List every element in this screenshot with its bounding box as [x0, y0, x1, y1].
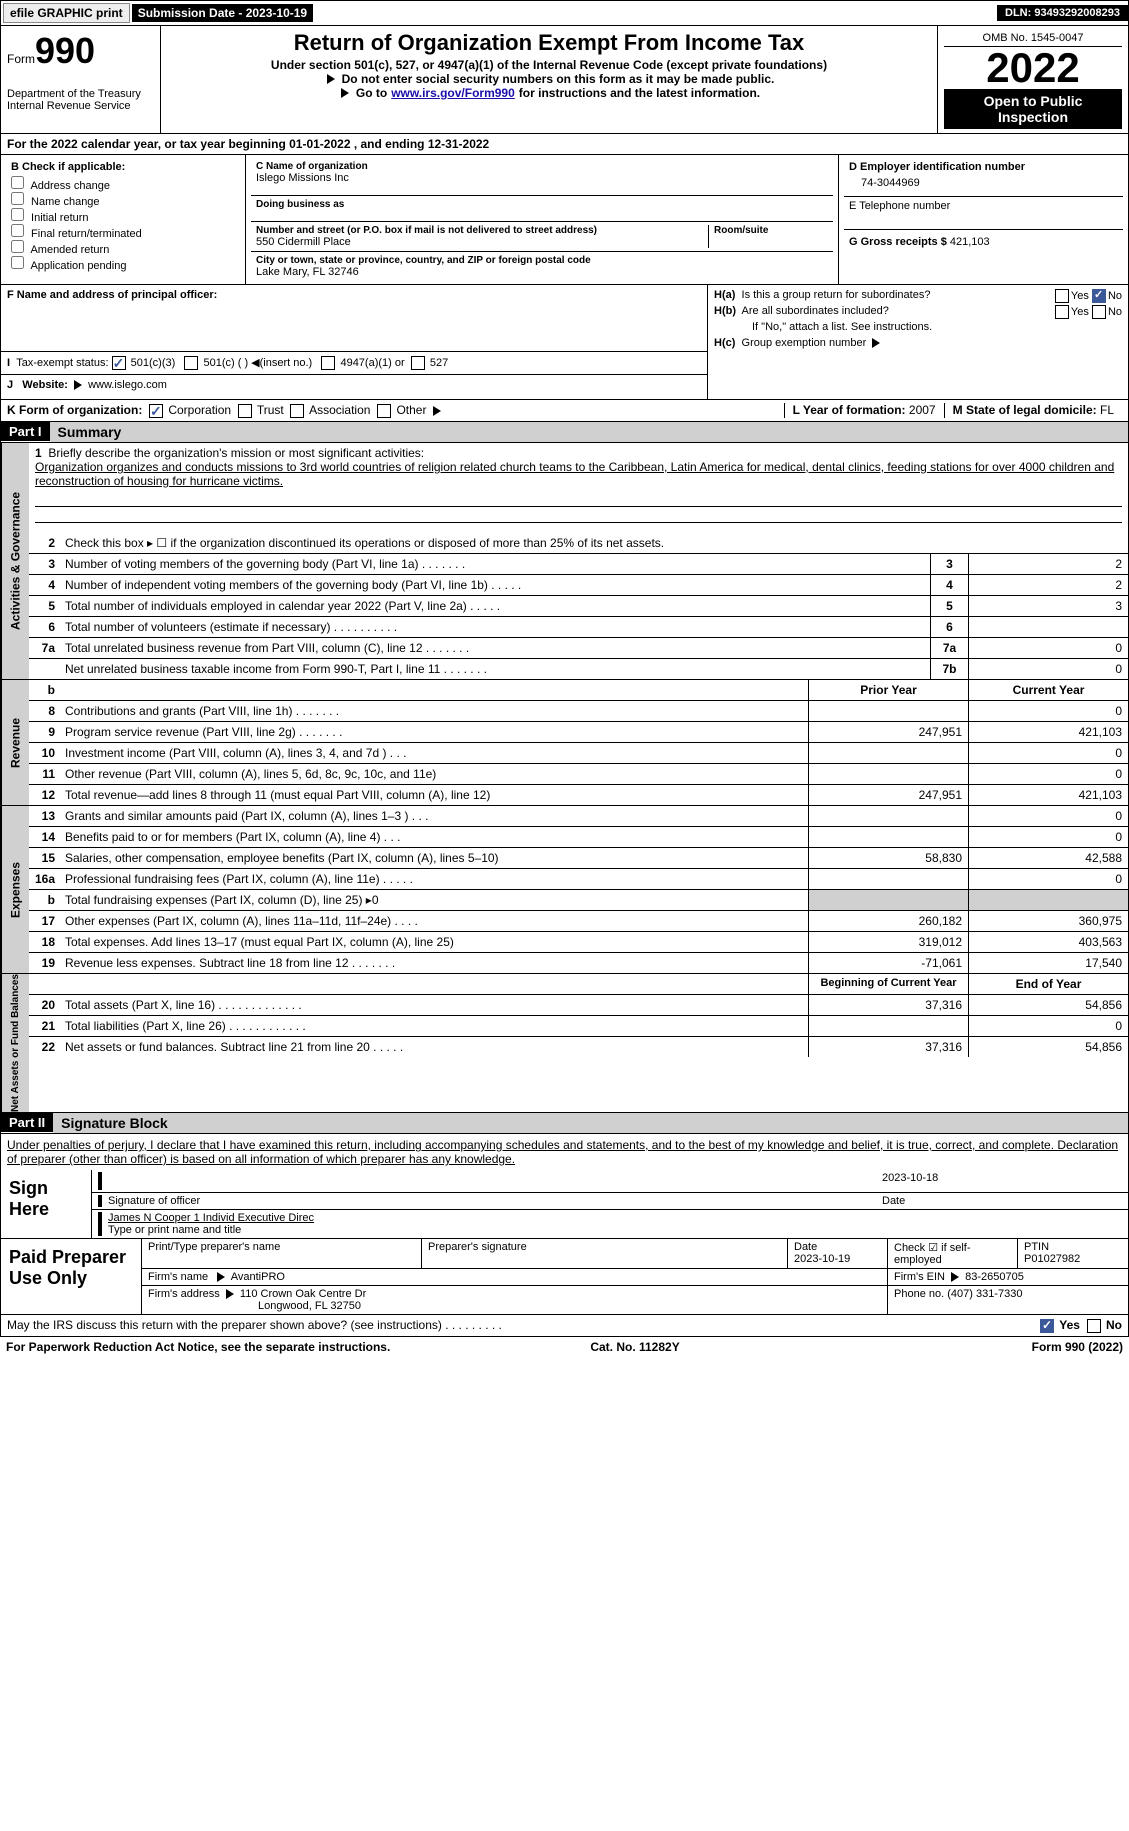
summary-line: 4Number of independent voting members of…: [29, 575, 1128, 596]
firm-ein: 83-2650705: [965, 1271, 1024, 1283]
irs-label: Internal Revenue Service: [7, 100, 154, 112]
website: www.islego.com: [88, 379, 167, 391]
tax-year: 2022: [944, 47, 1122, 89]
org-address: 550 Cidermill Place: [256, 236, 708, 248]
form-header: Form990 Department of the Treasury Inter…: [0, 26, 1129, 134]
netassets-line: 22Net assets or fund balances. Subtract …: [29, 1037, 1128, 1057]
part2-header: Part II Signature Block: [0, 1113, 1129, 1134]
summary-line: 3Number of voting members of the governi…: [29, 554, 1128, 575]
expenses-section: Expenses 13Grants and similar amounts pa…: [0, 806, 1129, 974]
checkbox-501c3[interactable]: [112, 356, 126, 370]
activities-governance: Activities & Governance 1 Briefly descri…: [0, 443, 1129, 680]
checkbox-option[interactable]: Final return/terminated: [11, 224, 235, 240]
revenue-line: 8Contributions and grants (Part VIII, li…: [29, 701, 1128, 722]
netassets-section: Net Assets or Fund Balances Beginning of…: [0, 974, 1129, 1113]
line-a: For the 2022 calendar year, or tax year …: [0, 134, 1129, 155]
checkbox-option[interactable]: Amended return: [11, 240, 235, 256]
hb-no[interactable]: [1092, 305, 1106, 319]
dln: DLN: 93493292008293: [997, 5, 1128, 21]
expense-line: 16aProfessional fundraising fees (Part I…: [29, 869, 1128, 890]
dept-treasury: Department of the Treasury: [7, 88, 154, 100]
k-corp[interactable]: [149, 404, 163, 418]
org-city: Lake Mary, FL 32746: [256, 266, 828, 278]
summary-line: 2Check this box ▸ ☐ if the organization …: [29, 533, 1128, 554]
netassets-line: 20Total assets (Part X, line 16) . . . .…: [29, 995, 1128, 1016]
revenue-line: 11Other revenue (Part VIII, column (A), …: [29, 764, 1128, 785]
revenue-section: Revenue b Prior Year Current Year 8Contr…: [0, 680, 1129, 806]
firm-phone: (407) 331-7330: [947, 1288, 1022, 1300]
officer-name: James N Cooper 1 Individ Executive Direc: [108, 1212, 1122, 1224]
line-i: I Tax-exempt status: 501(c)(3) 501(c) ( …: [1, 351, 707, 374]
revenue-line: 12Total revenue—add lines 8 through 11 (…: [29, 785, 1128, 805]
part1-header: Part I Summary: [0, 422, 1129, 443]
summary-line: Net unrelated business taxable income fr…: [29, 659, 1128, 679]
top-bar: efile GRAPHIC print Submission Date - 20…: [0, 0, 1129, 26]
checkbox-option[interactable]: Address change: [11, 176, 235, 192]
revenue-line: 9Program service revenue (Part VIII, lin…: [29, 722, 1128, 743]
footer: For Paperwork Reduction Act Notice, see …: [0, 1337, 1129, 1357]
gross-receipts: 421,103: [950, 236, 990, 248]
submission-date: Submission Date - 2023-10-19: [132, 4, 313, 22]
privacy-note: Do not enter social security numbers on …: [342, 72, 775, 86]
box-d: D Employer identification number74-30449…: [838, 155, 1128, 284]
k-assoc[interactable]: [290, 404, 304, 418]
org-name: Islego Missions Inc: [256, 172, 828, 184]
prep-date: 2023-10-19: [794, 1253, 850, 1265]
ha-no[interactable]: [1092, 289, 1106, 303]
checkbox-501c[interactable]: [184, 356, 198, 370]
expense-line: bTotal fundraising expenses (Part IX, co…: [29, 890, 1128, 911]
signature-block: Under penalties of perjury, I declare th…: [0, 1134, 1129, 1315]
netassets-line: 21Total liabilities (Part X, line 26) . …: [29, 1016, 1128, 1037]
form-subtitle: Under section 501(c), 527, or 4947(a)(1)…: [165, 58, 933, 72]
checkbox-option[interactable]: Initial return: [11, 208, 235, 224]
ein: 74-3044969: [849, 173, 1118, 193]
expense-line: 19Revenue less expenses. Subtract line 1…: [29, 953, 1128, 973]
form990-link[interactable]: www.irs.gov/Form990: [391, 86, 515, 100]
may-yes[interactable]: [1040, 1319, 1054, 1333]
expense-line: 18Total expenses. Add lines 13–17 (must …: [29, 932, 1128, 953]
sig-date: 2023-10-18: [882, 1172, 1122, 1190]
line-k: K Form of organization: Corporation Trus…: [0, 400, 1129, 422]
checkbox-527[interactable]: [411, 356, 425, 370]
line-j: J Website: www.islego.com: [1, 374, 707, 395]
hb-yes[interactable]: [1055, 305, 1069, 319]
expense-line: 13Grants and similar amounts paid (Part …: [29, 806, 1128, 827]
k-trust[interactable]: [238, 404, 252, 418]
public-inspection: Open to Public Inspection: [944, 89, 1122, 129]
expense-line: 15Salaries, other compensation, employee…: [29, 848, 1128, 869]
year-formation: 2007: [909, 403, 936, 417]
firm-name: AvantiPRO: [231, 1271, 285, 1283]
arrow-icon: [327, 74, 335, 84]
summary-line: 6Total number of volunteers (estimate if…: [29, 617, 1128, 638]
expense-line: 17Other expenses (Part IX, column (A), l…: [29, 911, 1128, 932]
summary-line: 7aTotal unrelated business revenue from …: [29, 638, 1128, 659]
mission-text: Organization organizes and conducts miss…: [35, 460, 1114, 488]
box-c: C Name of organization Islego Missions I…: [246, 155, 838, 284]
form-label: Form990: [7, 30, 154, 72]
form-title: Return of Organization Exempt From Incom…: [165, 30, 933, 56]
state-domicile: FL: [1100, 403, 1114, 417]
checkbox-option[interactable]: Application pending: [11, 256, 235, 272]
firm-addr1: 110 Crown Oak Centre Dr: [240, 1288, 366, 1300]
firm-addr2: Longwood, FL 32750: [148, 1300, 361, 1312]
checkbox-4947[interactable]: [321, 356, 335, 370]
org-info-block: B Check if applicable: Address change Na…: [0, 155, 1129, 285]
expense-line: 14Benefits paid to or for members (Part …: [29, 827, 1128, 848]
fgh-block: F Name and address of principal officer:…: [0, 285, 1129, 400]
may-no[interactable]: [1087, 1319, 1101, 1333]
efile-print-button[interactable]: efile GRAPHIC print: [3, 3, 130, 23]
revenue-line: 10Investment income (Part VIII, column (…: [29, 743, 1128, 764]
may-discuss: May the IRS discuss this return with the…: [0, 1315, 1129, 1337]
k-other[interactable]: [377, 404, 391, 418]
summary-line: 5Total number of individuals employed in…: [29, 596, 1128, 617]
box-b: B Check if applicable: Address change Na…: [1, 155, 246, 284]
ptin: P01027982: [1024, 1253, 1080, 1265]
arrow-icon: [341, 88, 349, 98]
ha-yes[interactable]: [1055, 289, 1069, 303]
checkbox-option[interactable]: Name change: [11, 192, 235, 208]
